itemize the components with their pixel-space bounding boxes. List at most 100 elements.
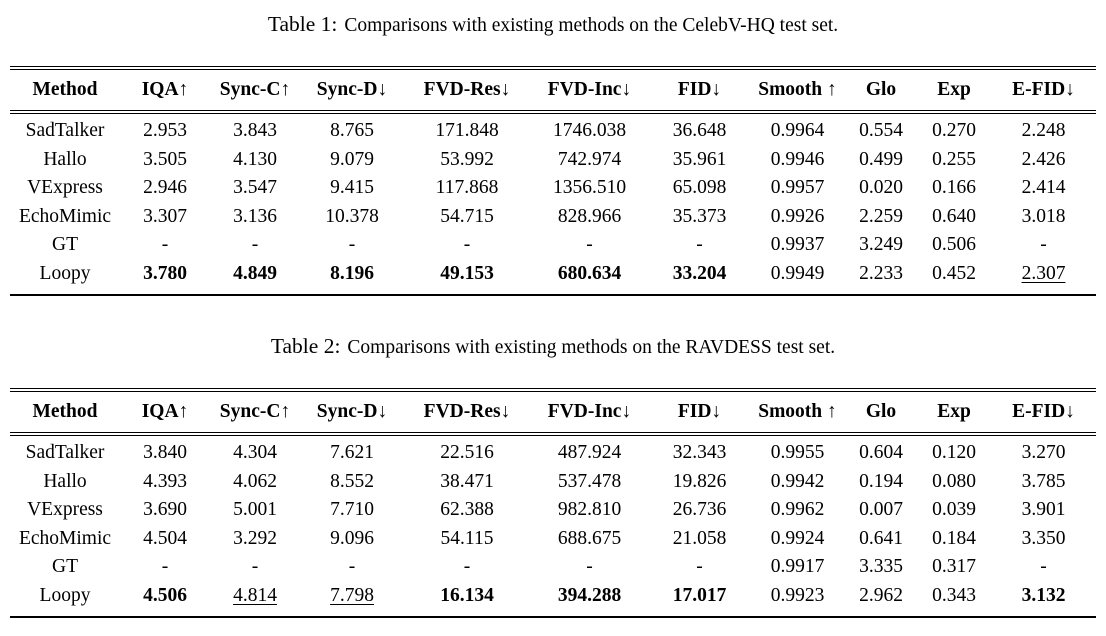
value-cell: 4.304 — [233, 442, 277, 464]
column-header: Smooth ↑ — [750, 68, 845, 114]
value-cell: - — [348, 234, 356, 256]
value-cell: - — [1040, 556, 1047, 578]
column-header: Method — [10, 68, 120, 114]
method-cell: VExpress — [27, 499, 103, 521]
column-header: FVD-Res↓ — [404, 390, 530, 436]
value-cell: 0.9924 — [770, 527, 825, 549]
value-cell: - — [348, 556, 356, 578]
value-cell: 3.780 — [143, 262, 187, 284]
table1-caption: Table 1: Comparisons with existing method… — [0, 10, 1106, 38]
value-cell: 0.120 — [932, 442, 976, 464]
value-cell: 742.974 — [557, 148, 622, 170]
value-cell: 2.248 — [1021, 120, 1066, 142]
value-cell: 0.039 — [932, 499, 976, 521]
value-cell: 7.710 — [330, 499, 374, 521]
value-cell: 8.552 — [330, 470, 374, 492]
value-cell: 54.715 — [440, 205, 494, 227]
value-cell: 0.9942 — [770, 470, 825, 492]
value-cell: 117.868 — [435, 177, 499, 199]
value-cell: 2.307 — [1021, 262, 1066, 284]
value-cell: 2.426 — [1021, 148, 1066, 170]
value-cell: 7.798 — [330, 584, 374, 606]
value-cell: 49.153 — [440, 262, 494, 284]
value-cell: 3.901 — [1021, 499, 1066, 521]
value-cell: 0.9926 — [770, 205, 825, 227]
header-row: Method IQA↑ Sync-C↑ Sync-D↓ FVD-Res↓ FVD-Inc↓… — [10, 68, 1096, 114]
value-cell: - — [1040, 234, 1047, 256]
value-cell: 9.415 — [330, 177, 374, 199]
value-cell: 3.785 — [1021, 470, 1066, 492]
value-cell: 680.634 — [557, 262, 622, 284]
table2-caption: Table 2: Comparisons with existing method… — [0, 332, 1106, 360]
value-cell: - — [251, 556, 259, 578]
value-cell: 62.388 — [440, 499, 494, 521]
column-header: Exp — [917, 390, 991, 436]
method-cell: Hallo — [43, 470, 87, 492]
value-cell: 0.080 — [932, 470, 976, 492]
column-header: Glo — [845, 390, 917, 436]
table-celebvhq-results: Method IQA↑ Sync-C↑ Sync-D↓ FVD-Res↓ FVD-Inc↓… — [10, 66, 1096, 296]
value-cell: 1356.510 — [552, 177, 627, 199]
value-cell: 0.9937 — [770, 234, 825, 256]
value-cell: - — [161, 556, 169, 578]
column-header: Exp — [917, 68, 991, 114]
method-cell: EchoMimic — [18, 527, 112, 549]
table-row: Loopy 4.506 4.814 7.798 16.134 394.288 17.017 0… — [10, 582, 1096, 618]
value-cell: 0.9917 — [770, 556, 825, 578]
value-cell: 0.506 — [932, 234, 976, 256]
value-cell: 0.194 — [859, 470, 903, 492]
value-cell: - — [696, 234, 703, 256]
column-header: E-FID↓ — [991, 390, 1096, 436]
column-header: FVD-Res↓ — [404, 68, 530, 114]
value-cell: 8.196 — [330, 262, 374, 284]
value-cell: 53.992 — [440, 148, 494, 170]
value-cell: 9.096 — [330, 527, 374, 549]
value-cell: 0.343 — [932, 584, 976, 606]
value-cell: 22.516 — [440, 442, 494, 464]
value-cell: 0.184 — [932, 527, 976, 549]
value-cell: 4.506 — [143, 584, 187, 606]
value-cell: 828.966 — [557, 205, 622, 227]
value-cell: 3.292 — [233, 527, 277, 549]
value-cell: 7.621 — [330, 442, 374, 464]
table-row: Loopy 3.780 4.849 8.196 49.153 680.634 33.204 0… — [10, 260, 1096, 296]
value-cell: 3.018 — [1021, 205, 1066, 227]
value-cell: 0.270 — [932, 120, 976, 142]
column-header: IQA↑ — [120, 68, 210, 114]
value-cell: 16.134 — [440, 584, 494, 606]
value-cell: 0.554 — [859, 120, 903, 142]
value-cell: 2.414 — [1021, 177, 1066, 199]
value-cell: - — [696, 556, 703, 578]
value-cell: 982.810 — [557, 499, 622, 521]
value-cell: 4.062 — [233, 470, 277, 492]
value-cell: - — [463, 234, 471, 256]
value-cell: 0.317 — [932, 556, 976, 578]
value-cell: - — [251, 234, 259, 256]
method-cell: SadTalker — [25, 442, 105, 464]
value-cell: 38.471 — [440, 470, 494, 492]
value-cell: 36.648 — [672, 120, 727, 142]
value-cell: 4.814 — [233, 584, 277, 606]
value-cell: 3.307 — [143, 205, 187, 227]
value-cell: 3.840 — [143, 442, 187, 464]
value-cell: 54.115 — [440, 527, 494, 549]
table-row: GT - - - - - - 0.9917 3.335 0.317 - — [10, 553, 1096, 582]
value-cell: 4.393 — [143, 470, 187, 492]
value-cell: 26.736 — [672, 499, 727, 521]
value-cell: 17.017 — [672, 584, 727, 606]
value-cell: 3.505 — [143, 148, 187, 170]
table-row: VExpress 2.946 3.547 9.415 117.868 1356.510 65… — [10, 174, 1096, 203]
value-cell: 394.288 — [557, 584, 622, 606]
value-cell: 0.9923 — [770, 584, 825, 606]
value-cell: 4.849 — [233, 262, 277, 284]
value-cell: 0.255 — [932, 148, 976, 170]
table2-caption-text: Comparisons with existing methods on the… — [347, 337, 836, 358]
value-cell: 3.690 — [143, 499, 187, 521]
value-cell: 65.098 — [672, 177, 727, 199]
value-cell: 8.765 — [330, 120, 374, 142]
value-cell: 10.378 — [325, 205, 379, 227]
value-cell: 4.504 — [143, 527, 187, 549]
value-cell: 1746.038 — [552, 120, 627, 142]
table-ravdess-results: Method IQA↑ Sync-C↑ Sync-D↓ FVD-Res↓ FVD-Inc↓… — [10, 388, 1096, 618]
